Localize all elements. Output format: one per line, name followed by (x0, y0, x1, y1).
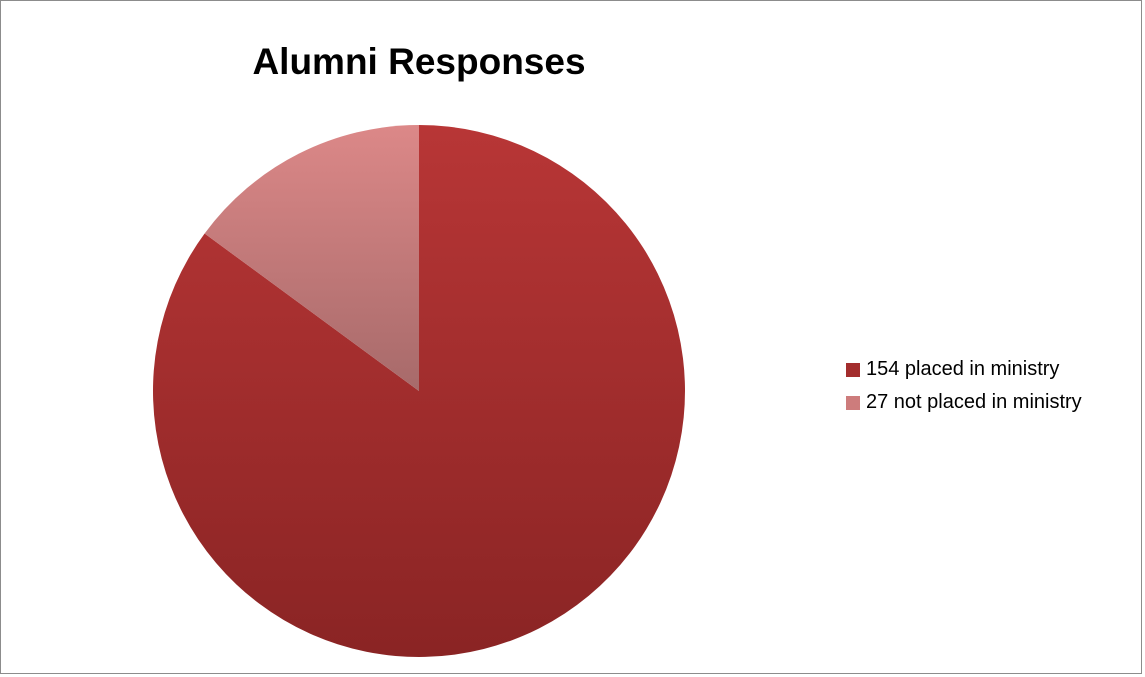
chart-title: Alumni Responses (252, 41, 586, 82)
legend: 154 placed in ministry 27 not placed in … (846, 353, 1082, 419)
legend-label-placed: 154 placed in ministry (866, 358, 1060, 380)
legend-item-placed: 154 placed in ministry (846, 353, 1082, 386)
legend-swatch-not-placed (846, 395, 860, 410)
pie-slices (152, 125, 686, 658)
pie-slice-not-placed (204, 125, 419, 391)
legend-swatch-placed (846, 362, 860, 377)
legend-item-not-placed: 27 not placed in ministry (846, 386, 1082, 419)
pie-slice-placed (152, 125, 686, 658)
legend-label-not-placed: 27 not placed in ministry (866, 391, 1082, 413)
